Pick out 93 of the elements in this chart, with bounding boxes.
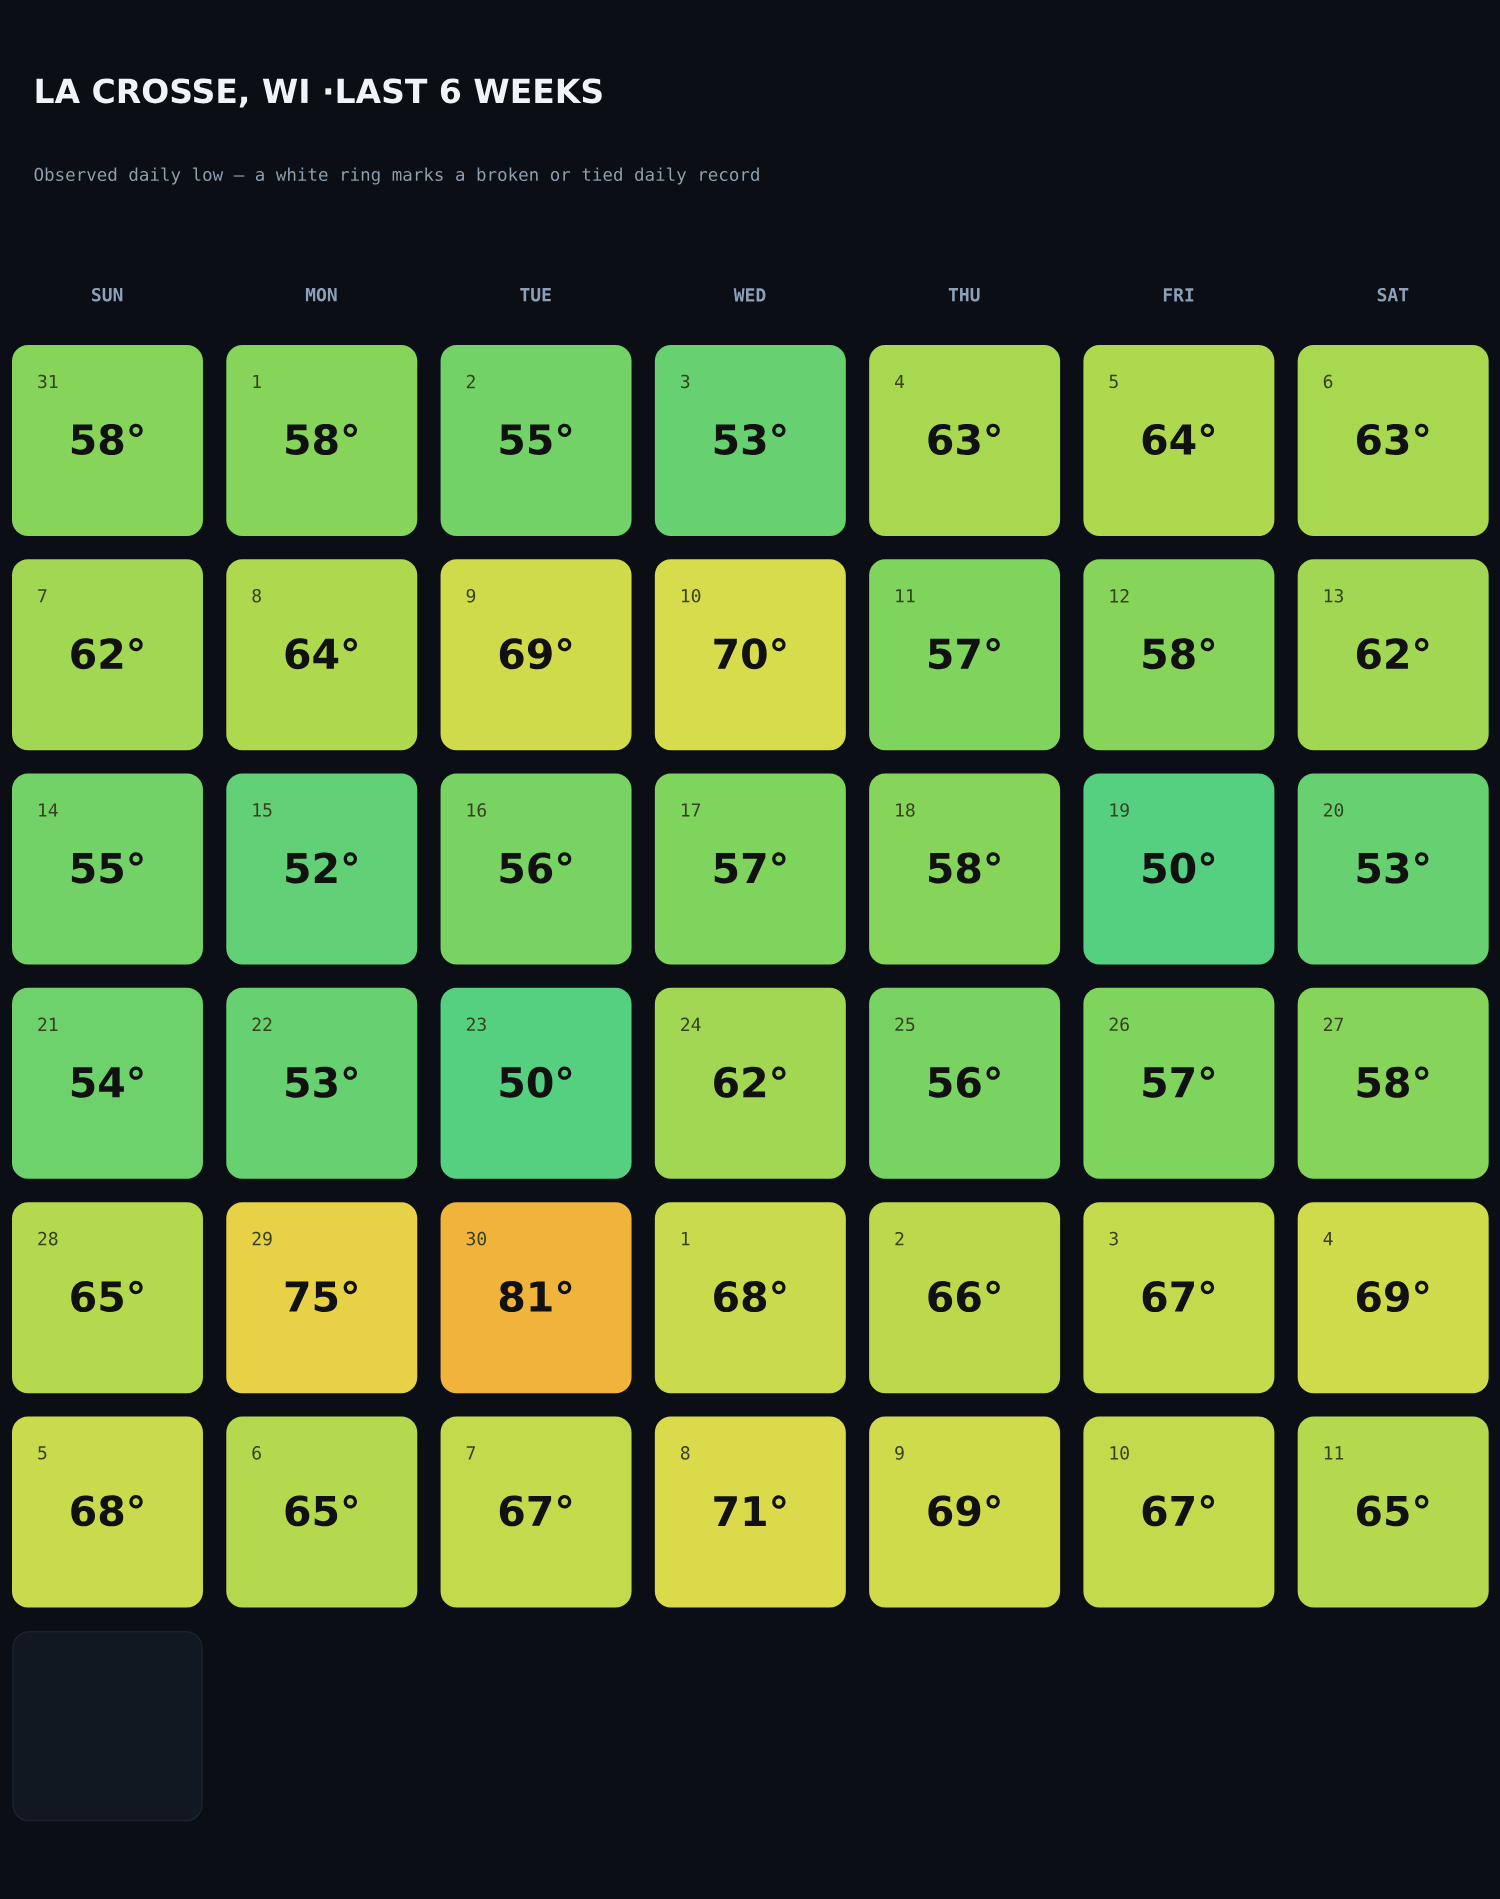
data-label: 63° (928, 423, 1000, 455)
annotation: 8 (252, 588, 261, 603)
annotation: 6 (1323, 374, 1333, 389)
annotation: 24 (681, 1017, 701, 1031)
annotation: 11 (1324, 1446, 1344, 1460)
data-label: 58° (1357, 1066, 1429, 1098)
annotation: 9 (895, 1446, 904, 1460)
data-label: 57° (714, 852, 786, 884)
x-tick-label: TUE (520, 288, 551, 302)
data-label: 53° (286, 1066, 357, 1098)
annotation: 10 (1110, 1446, 1129, 1460)
data-label: 68° (714, 1280, 786, 1313)
data-label: 56° (500, 852, 572, 884)
data-label: 71° (714, 1495, 786, 1527)
data-label: 65° (1356, 1495, 1429, 1527)
data-label: 64° (1142, 423, 1215, 455)
data-label: 58° (929, 852, 1000, 884)
annotation: 27 (1323, 1017, 1343, 1031)
annotation: 18 (896, 803, 915, 817)
data-label: 55° (500, 423, 572, 455)
data-label: 50° (1143, 852, 1215, 884)
annotation: 15 (253, 803, 272, 817)
annotation: 20 (1323, 803, 1344, 817)
data-label: 67° (499, 1495, 572, 1527)
data-label: 52° (286, 852, 357, 884)
annotation: 11 (896, 589, 915, 603)
annotation: 1 (681, 1232, 690, 1246)
data-label: 68° (71, 1495, 143, 1527)
data-label: 70° (714, 637, 786, 670)
annotation: 30 (466, 1231, 487, 1246)
annotation: 22 (252, 1017, 272, 1031)
x-tick-label: SAT (1377, 287, 1409, 302)
data-label: 58° (71, 423, 143, 455)
data-label: 64° (285, 637, 357, 670)
annotation: 13 (1324, 588, 1343, 603)
x-tick-label: WED (733, 288, 766, 302)
data-label: 65° (285, 1495, 357, 1527)
data-label: 53° (1357, 852, 1429, 884)
annotation: 25 (895, 1017, 915, 1032)
x-tick-label: FRI (1163, 288, 1194, 302)
x-tick-label: SUN (92, 287, 123, 302)
data-label: 65° (71, 1280, 143, 1313)
annotation: 12 (1110, 589, 1129, 603)
annotation: 3 (681, 374, 690, 389)
x-tick-label: THU (948, 288, 980, 302)
annotation: 1 (253, 374, 261, 389)
chart-title: LA CROSSE, WI ·LAST 6 WEEKS (36, 78, 602, 108)
data-label: 66° (928, 1280, 1000, 1313)
annotation: 21 (38, 1017, 58, 1031)
data-label: 62° (71, 637, 143, 670)
annotation: 10 (681, 588, 701, 603)
data-label: 50° (500, 1066, 572, 1098)
annotation: 14 (39, 803, 58, 817)
annotation: 31 (38, 374, 58, 389)
data-label: 69° (499, 637, 572, 670)
chart-subtitle: Observed daily low — a white ring marks a broken or tied daily record (34, 167, 759, 185)
data-label: 58° (286, 423, 357, 455)
data-label: 81° (499, 1280, 572, 1313)
data-label: 56° (929, 1066, 1000, 1098)
data-label: 63° (1356, 423, 1429, 455)
data-label: 57° (929, 637, 1000, 670)
annotation: 5 (38, 1446, 47, 1460)
annotation: 29 (252, 1231, 272, 1246)
annotation: 16 (467, 803, 487, 817)
data-label: 58° (1143, 637, 1215, 670)
data-label: 54° (71, 1066, 143, 1098)
annotation: 7 (466, 1446, 476, 1460)
data-label: 62° (714, 1066, 786, 1098)
data-label: 69° (928, 1495, 1000, 1527)
annotation: 2 (466, 374, 475, 389)
data-label: 67° (1142, 1280, 1215, 1313)
data-label: 75° (285, 1280, 357, 1313)
data-label: 67° (1142, 1495, 1215, 1527)
annotation: 2 (895, 1231, 904, 1246)
annotation: 4 (1323, 1232, 1333, 1246)
data-label: 57° (1143, 1066, 1215, 1098)
annotation: 6 (252, 1446, 261, 1460)
annotation: 23 (466, 1017, 486, 1032)
data-label: 55° (71, 852, 143, 884)
annotation: 7 (38, 589, 47, 603)
data-label: 69° (1356, 1280, 1429, 1313)
annotation: 26 (1109, 1017, 1129, 1032)
annotation: 5 (1109, 374, 1118, 389)
annotation: 8 (680, 1446, 690, 1460)
annotation: 19 (1110, 803, 1129, 817)
annotation: 9 (466, 588, 476, 603)
annotation: 4 (894, 374, 905, 389)
x-tick-label: MON (305, 287, 337, 302)
annotation: 17 (681, 803, 701, 817)
annotation: 3 (1109, 1231, 1118, 1246)
annotation: 28 (38, 1231, 58, 1246)
data-label: 53° (714, 423, 786, 455)
data-label: 62° (1356, 637, 1429, 670)
